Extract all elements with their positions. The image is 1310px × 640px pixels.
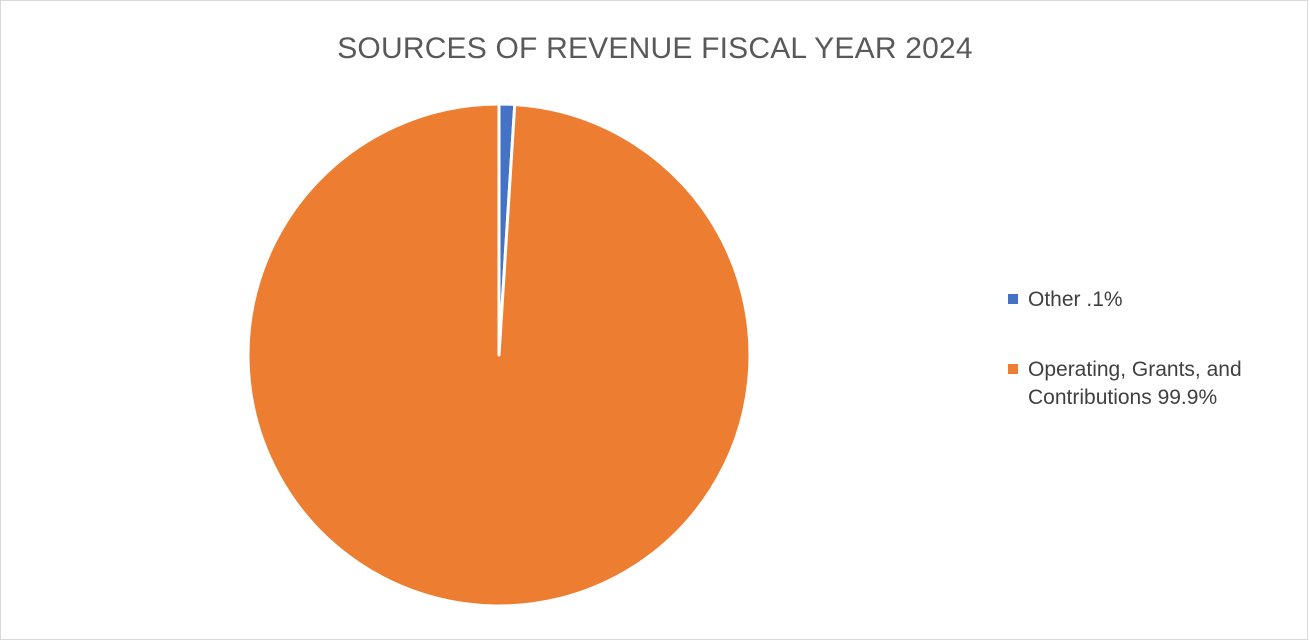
legend-swatch-other — [1008, 294, 1018, 304]
legend-item-operating: Operating, Grants, and Contributions 99.… — [1008, 356, 1298, 412]
legend-swatch-operating — [1008, 364, 1018, 374]
legend-label-operating: Operating, Grants, and Contributions 99.… — [1028, 358, 1242, 409]
legend: Other .1% Operating, Grants, and Contrib… — [1008, 286, 1298, 454]
legend-item-other: Other .1% — [1008, 286, 1298, 314]
pie-slice-operating — [246, 102, 752, 608]
chart-title: SOURCES OF REVENUE FISCAL YEAR 2024 — [337, 32, 973, 65]
legend-label-other: Other .1% — [1028, 288, 1123, 311]
